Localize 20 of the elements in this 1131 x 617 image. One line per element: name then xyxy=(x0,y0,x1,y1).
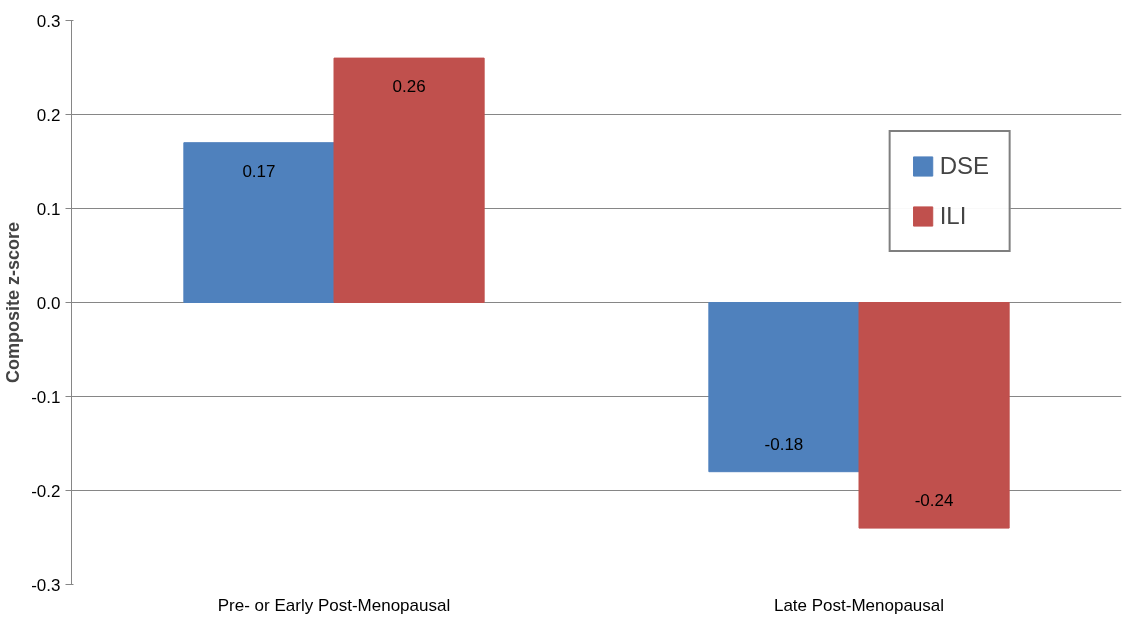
bar xyxy=(708,302,860,473)
data-label: -0.18 xyxy=(764,434,804,454)
y-tick-label: -0.1 xyxy=(31,387,61,407)
x-tick-label: Late Post-Menopausal xyxy=(773,595,945,615)
y-tick-label: 0.2 xyxy=(36,105,61,125)
y-tick-label: 0.3 xyxy=(36,11,61,31)
data-label: 0.17 xyxy=(242,161,276,181)
x-tick-label: Pre- or Early Post-Menopausal xyxy=(217,595,451,615)
y-tick-label: -0.3 xyxy=(31,575,61,595)
data-label: 0.26 xyxy=(392,77,426,97)
data-label: -0.24 xyxy=(914,491,954,511)
legend-label: ILI xyxy=(939,202,967,230)
y-tick-label: 0.0 xyxy=(36,293,61,313)
bar xyxy=(183,142,335,303)
y-tick-label: -0.2 xyxy=(31,481,61,501)
y-tick-label: 0.1 xyxy=(36,199,61,219)
bar xyxy=(333,57,485,303)
bar xyxy=(858,302,1010,529)
legend-label: DSE xyxy=(939,152,989,180)
y-axis-title: Composite z-score xyxy=(3,221,24,384)
